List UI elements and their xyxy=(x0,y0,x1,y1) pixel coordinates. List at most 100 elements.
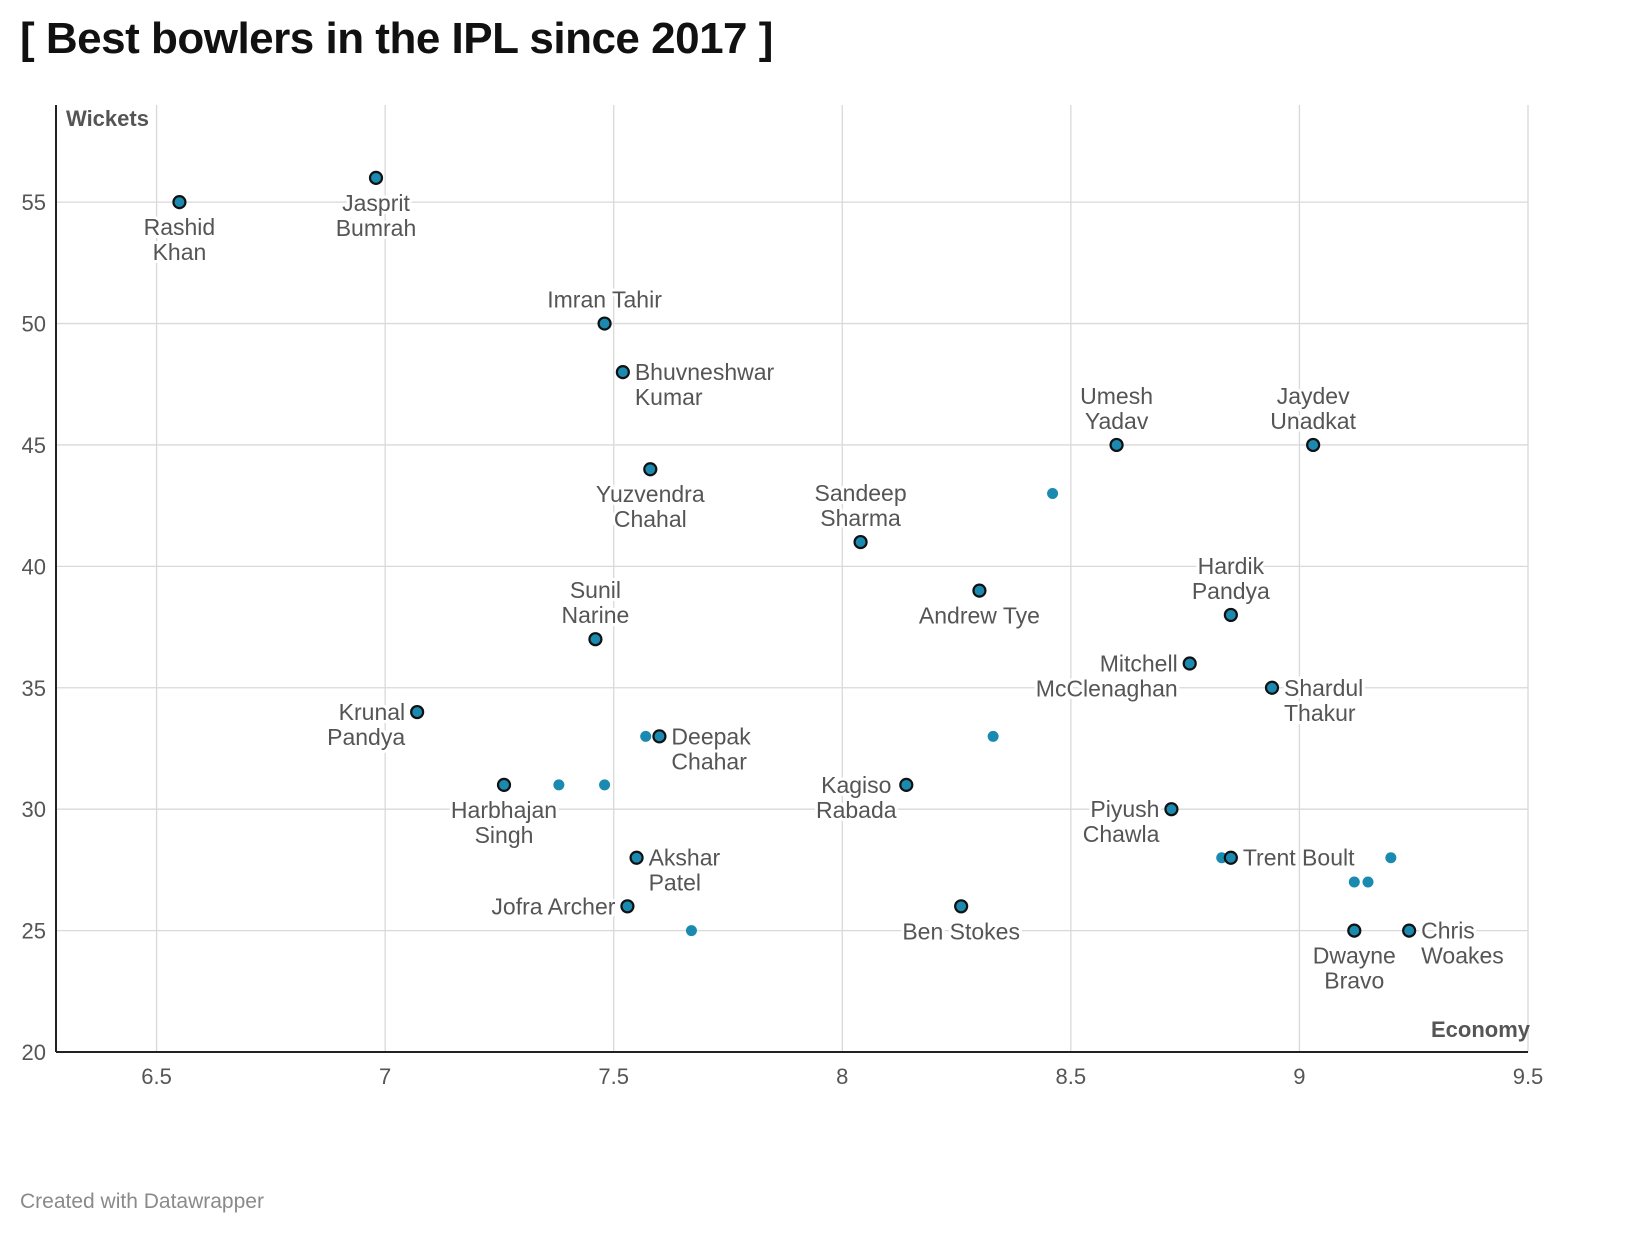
point-label-line: Jasprit xyxy=(342,190,410,216)
data-point-highlighted xyxy=(172,195,187,210)
x-tick-label: 7.5 xyxy=(598,1064,629,1089)
data-point xyxy=(1047,488,1059,500)
point-label-line: Andrew Tye xyxy=(919,603,1040,629)
point-label-line: Kumar xyxy=(635,384,703,410)
point-label: Dwayne Bravo xyxy=(1313,943,1396,994)
point-label: Shardul Thakur xyxy=(1284,675,1363,726)
point-label-line: Imran Tahir xyxy=(547,287,662,313)
point-label-line: Umesh xyxy=(1080,383,1153,409)
data-point xyxy=(1362,876,1374,888)
point-label-line: Chahal xyxy=(614,506,687,532)
point-label: Krunal Pandya xyxy=(327,699,405,750)
y-tick-label: 20 xyxy=(22,1040,46,1065)
point-label-line: Bhuvneshwar xyxy=(635,359,775,385)
point-label-line: Mitchell xyxy=(1100,650,1178,676)
y-tick-label: 30 xyxy=(22,797,46,822)
point-label: Deepak Chahar xyxy=(671,723,751,774)
data-point-highlighted xyxy=(1347,923,1362,938)
point-label: Akshar Patel xyxy=(649,845,721,896)
point-label: Yuzvendra Chahal xyxy=(596,481,705,532)
data-point-highlighted xyxy=(1109,437,1124,453)
point-label: Jaydev Unadkat xyxy=(1270,383,1356,434)
data-point xyxy=(640,730,652,742)
point-label: Sandeep Sharma xyxy=(815,480,907,531)
point-label-line: Ben Stokes xyxy=(902,918,1020,944)
point-label-line: Narine xyxy=(562,602,630,628)
point-label-line: Jaydev xyxy=(1277,383,1350,409)
point-label-line: Bravo xyxy=(1324,968,1384,994)
point-label: Andrew Tye xyxy=(919,603,1040,629)
y-tick-label: 25 xyxy=(22,919,46,944)
data-point-highlighted xyxy=(496,777,512,792)
data-point-highlighted xyxy=(899,777,914,792)
data-point-highlighted xyxy=(629,850,644,865)
data-point-highlighted xyxy=(1223,607,1238,623)
data-point-highlighted xyxy=(368,170,384,185)
y-tick-label: 50 xyxy=(22,312,46,337)
point-label-line: Shardul xyxy=(1284,675,1363,701)
data-point-highlighted xyxy=(1182,656,1197,671)
point-label: Trent Boult xyxy=(1243,845,1355,871)
point-label-line: Bumrah xyxy=(336,215,417,241)
point-label-line: Thakur xyxy=(1284,700,1356,726)
data-point-highlighted xyxy=(1223,850,1238,865)
point-label-line: McClenaghan xyxy=(1036,675,1178,701)
point-label-line: Patel xyxy=(649,870,701,896)
data-point-highlighted xyxy=(588,632,603,647)
point-label-line: Yadav xyxy=(1085,408,1149,434)
point-label-line: Deepak xyxy=(671,723,751,749)
x-tick-label: 6.5 xyxy=(141,1064,172,1089)
data-point-highlighted xyxy=(620,899,635,914)
point-label: Hardik Pandya xyxy=(1192,553,1270,604)
point-label-line: Singh xyxy=(475,822,534,848)
point-label: Jasprit Bumrah xyxy=(336,190,417,241)
data-point-highlighted xyxy=(652,729,667,744)
point-label: Mitchell McClenaghan xyxy=(1036,650,1178,701)
point-label-line: Chawla xyxy=(1083,821,1160,847)
point-label-line: Hardik xyxy=(1198,553,1265,579)
x-axis-title: Economy xyxy=(1431,1017,1531,1042)
label-layer: Rashid Khan Jasprit Bumrah Imran Tahir Bhuvne… xyxy=(141,187,1507,997)
x-tick-label: 9 xyxy=(1293,1064,1305,1089)
point-layer xyxy=(172,170,1417,938)
point-label: Ben Stokes xyxy=(902,918,1020,944)
point-label-line: Dwayne xyxy=(1313,943,1396,969)
point-label-line: Sharma xyxy=(820,505,901,531)
data-point xyxy=(685,925,697,937)
point-label: Jofra Archer xyxy=(491,893,615,919)
data-point xyxy=(1385,852,1397,864)
chart-title: [ Best bowlers in the IPL since 2017 ] xyxy=(20,14,773,63)
data-point-highlighted xyxy=(1402,923,1417,938)
point-label: Rashid Khan xyxy=(144,214,216,265)
x-tick-label: 8.5 xyxy=(1056,1064,1087,1089)
point-label: Chris Woakes xyxy=(1421,918,1504,969)
data-point-highlighted xyxy=(597,316,612,331)
point-label-line: Rashid xyxy=(144,214,216,240)
data-point xyxy=(553,779,565,791)
point-label: Imran Tahir xyxy=(547,287,662,313)
point-label-line: Jofra Archer xyxy=(491,893,615,919)
point-label-line: Khan xyxy=(153,239,207,265)
point-label-line: Chahar xyxy=(671,748,747,774)
data-point-highlighted xyxy=(954,899,969,914)
point-label-line: Krunal xyxy=(339,699,405,725)
point-label-line: Harbhajan xyxy=(451,797,557,823)
point-label-line: Yuzvendra xyxy=(596,481,705,507)
y-tick-label: 35 xyxy=(22,676,46,701)
axis-layer: 6.5 7 7.5 8 8.5 9 9.5 20 25 30 35 40 45 50 55 Wickets Ec… xyxy=(22,105,1544,1089)
y-tick-label: 45 xyxy=(22,433,46,458)
point-label: Kagiso Rabada xyxy=(816,772,897,823)
point-label-line: Kagiso xyxy=(821,772,891,798)
point-label: Umesh Yadav xyxy=(1080,383,1153,434)
point-label-line: Sunil xyxy=(570,577,621,603)
data-point-highlighted xyxy=(853,534,868,550)
data-point-highlighted xyxy=(1264,680,1280,695)
x-tick-label: 8 xyxy=(836,1064,848,1089)
data-point-highlighted xyxy=(1164,802,1179,817)
point-label-line: Pandya xyxy=(1192,578,1270,604)
x-tick-label: 9.5 xyxy=(1513,1064,1544,1089)
point-label: Piyush Chawla xyxy=(1083,796,1160,847)
point-label-line: Pandya xyxy=(327,724,405,750)
point-label-line: Sandeep xyxy=(815,480,907,506)
